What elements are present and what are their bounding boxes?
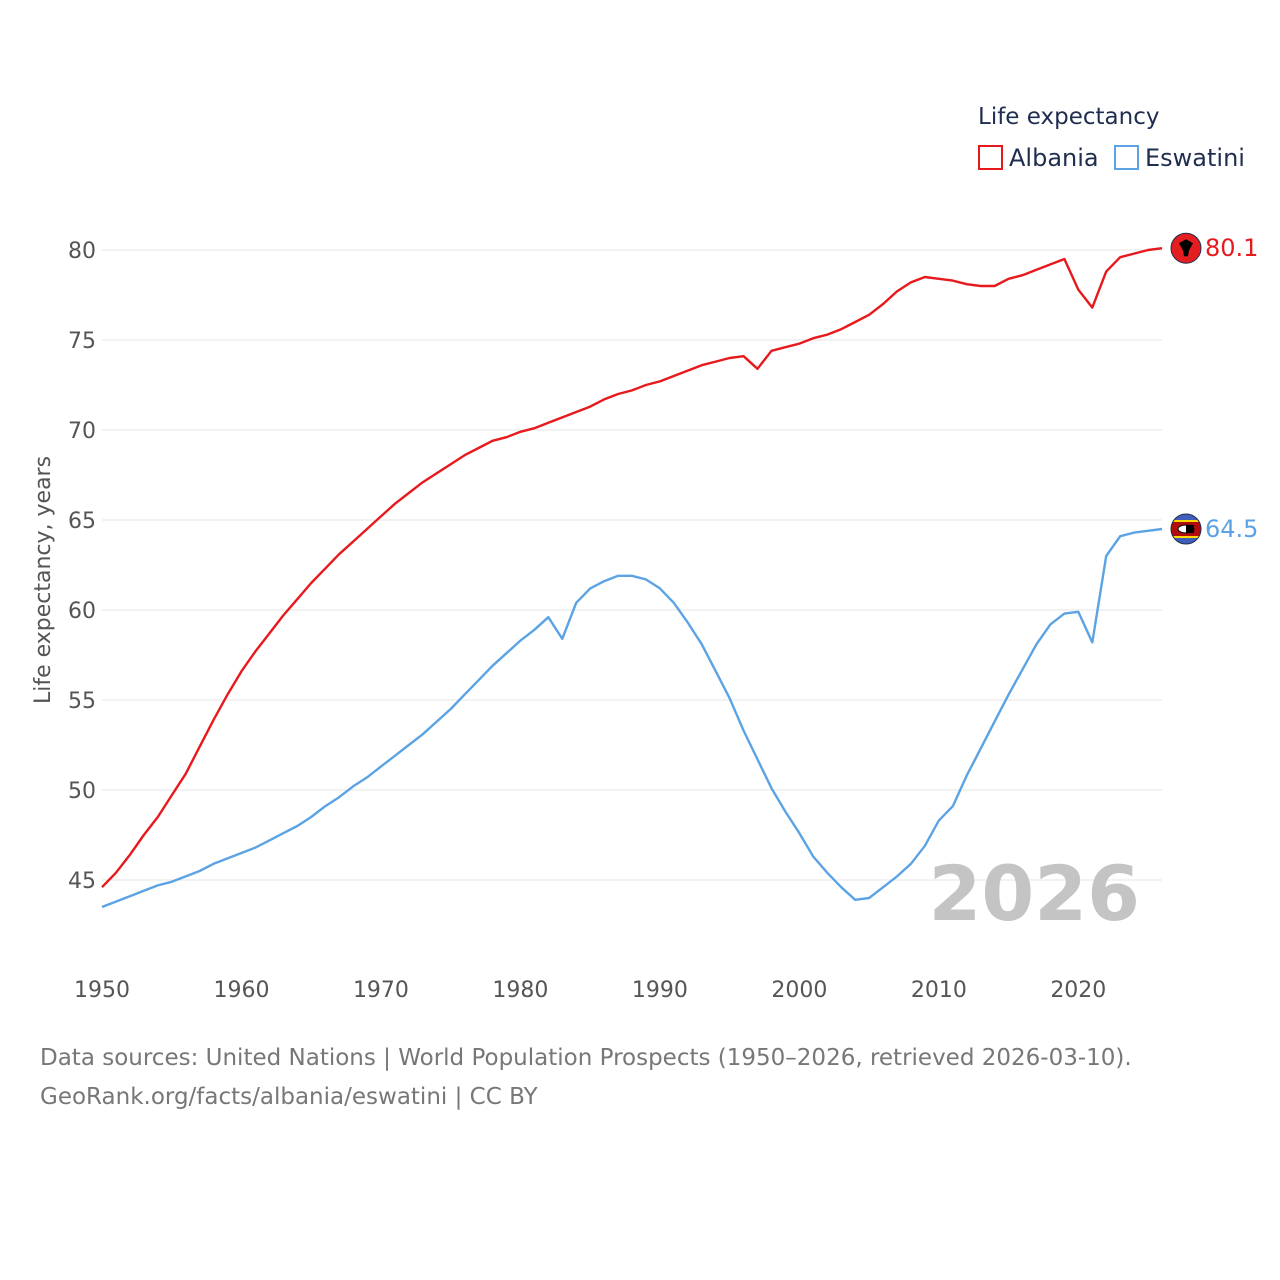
legend-swatch-eswatini bbox=[1114, 145, 1139, 170]
x-tick-label: 2010 bbox=[911, 978, 967, 1003]
legend-label-albania: Albania bbox=[1009, 144, 1099, 172]
y-axis-label: Life expectancy, years bbox=[31, 456, 56, 704]
y-tick-label: 45 bbox=[68, 869, 96, 894]
y-tick-label: 80 bbox=[68, 239, 96, 264]
credit-link[interactable]: GeoRank.org/facts/albania/eswatini | CC … bbox=[40, 1084, 538, 1110]
y-axis-ticks: 45 50 55 60 65 70 75 80 bbox=[68, 239, 96, 894]
legend[interactable]: Life expectancy Albania Eswatini bbox=[978, 104, 1245, 172]
x-tick-label: 1960 bbox=[213, 978, 269, 1003]
y-tick-label: 55 bbox=[68, 689, 96, 714]
end-label-albania: 80.1 bbox=[1205, 234, 1258, 262]
series-line-eswatini bbox=[101, 527, 1163, 909]
legend-title: Life expectancy bbox=[978, 104, 1159, 130]
year-watermark: 2026 bbox=[928, 849, 1140, 938]
y-tick-label: 65 bbox=[68, 509, 96, 534]
x-tick-label: 2020 bbox=[1050, 978, 1106, 1003]
series-line-albania bbox=[101, 247, 1163, 889]
y-tick-label: 70 bbox=[68, 419, 96, 444]
x-axis-ticks: 1950 1960 1970 1980 1990 2000 2010 2020 bbox=[74, 978, 1106, 1003]
y-tick-label: 75 bbox=[68, 329, 96, 354]
flag-albania-icon bbox=[1170, 232, 1202, 264]
flag-ring bbox=[1170, 232, 1202, 264]
flag-ring bbox=[1170, 513, 1202, 545]
x-tick-label: 2000 bbox=[771, 978, 827, 1003]
y-tick-label: 60 bbox=[68, 599, 96, 624]
gridlines bbox=[102, 249, 1162, 881]
flag-stripes bbox=[1171, 514, 1201, 544]
legend-swatch-albania bbox=[978, 145, 1003, 170]
y-tick-label: 50 bbox=[68, 779, 96, 804]
flag-eswatini-icon bbox=[1170, 513, 1202, 545]
x-tick-label: 1990 bbox=[632, 978, 688, 1003]
series-end-markers: 80.1 64.5 bbox=[1170, 232, 1258, 545]
shield-dark bbox=[1186, 525, 1194, 533]
legend-label-eswatini: Eswatini bbox=[1145, 144, 1245, 172]
end-label-eswatini: 64.5 bbox=[1205, 515, 1258, 543]
data-sources: Data sources: United Nations | World Pop… bbox=[40, 1045, 1132, 1071]
series-lines bbox=[101, 247, 1163, 909]
x-tick-label: 1970 bbox=[353, 978, 409, 1003]
x-tick-label: 1980 bbox=[492, 978, 548, 1003]
chart: 45 50 55 60 65 70 75 80 1950 1960 1970 1980 1990 200… bbox=[31, 104, 1258, 1003]
x-tick-label: 1950 bbox=[74, 978, 130, 1003]
eagle-shape bbox=[1179, 239, 1193, 257]
